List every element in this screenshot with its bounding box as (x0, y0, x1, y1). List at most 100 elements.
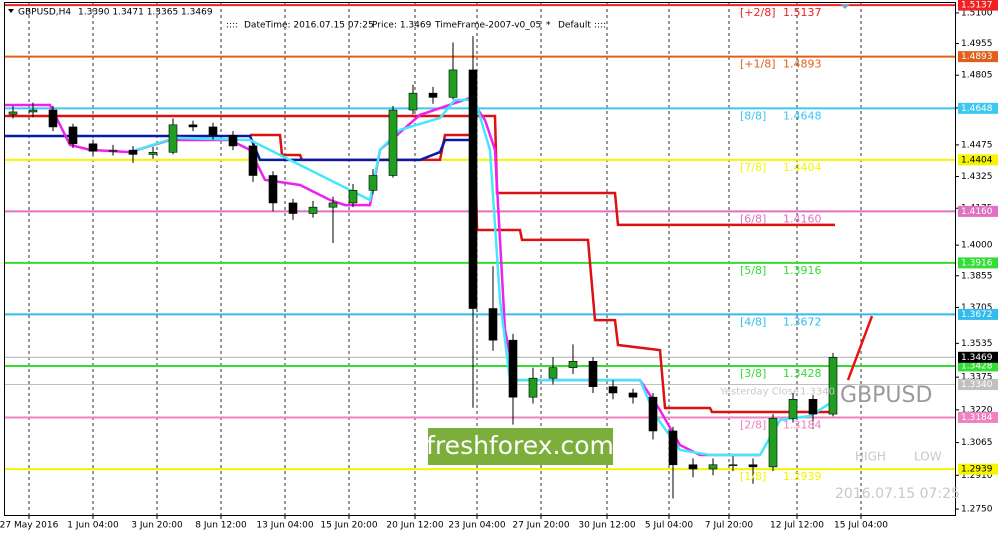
candle-body (788, 398, 798, 419)
candle-body (68, 126, 78, 145)
y-tick-label: 1.4955 (961, 39, 993, 49)
level-value: 1.3184 (783, 418, 822, 431)
indicator-line (5, 134, 470, 162)
y-tick-label: 1.3705 (961, 303, 993, 313)
yclose-badge (958, 379, 998, 391)
candle-body (148, 151, 158, 155)
axis-badge (958, 154, 998, 166)
y-tick-label: 1.4000 (961, 241, 993, 251)
level-value: 1.3672 (783, 315, 822, 328)
candle-body (428, 92, 438, 98)
x-tick-label: 30 Jun 12:00 (578, 521, 635, 531)
level-name: [1/8] (740, 470, 766, 483)
level-value: 1.5137 (783, 6, 822, 19)
candle-body (48, 109, 58, 128)
yclose-badge-label: 1.3340 (961, 380, 993, 390)
level-value: 1.3916 (783, 264, 822, 277)
level-value: 1.3428 (783, 367, 822, 380)
candle-body (548, 367, 558, 379)
watermark: GBPUSD (840, 383, 932, 408)
candle-body (728, 464, 738, 467)
candle-body (268, 175, 278, 204)
x-tick-label: 7 Jul 20:00 (705, 521, 754, 531)
axis-badge-label: 1.3428 (961, 361, 993, 371)
axis-badge-label: 1.4893 (961, 52, 993, 62)
candle-body (748, 464, 758, 468)
axis-badge (958, 257, 998, 269)
level-name: [5/8] (740, 264, 766, 277)
candle-body (468, 69, 478, 309)
x-tick-label: 15 Jun 20:00 (320, 521, 377, 531)
y-tick-label: 1.3065 (961, 438, 993, 448)
scroll-marker (840, 4, 850, 9)
indicator-line (129, 98, 836, 457)
y-tick-label: 1.2910 (961, 471, 993, 481)
indicator-line (5, 114, 835, 227)
axis-badge (958, 102, 998, 114)
candle-body (808, 398, 818, 415)
price-badge (958, 351, 998, 363)
logo: freshforex.com (426, 431, 614, 460)
axis-badge (958, 411, 998, 423)
indicator-line (250, 133, 835, 414)
candle-body (8, 111, 18, 115)
symbol: GBPUSD,H4 (18, 8, 71, 18)
timestamp: 2016.07.15 07:25 (835, 486, 960, 502)
x-tick-label: 15 Jul 04:00 (834, 521, 888, 531)
level-value: 1.4404 (783, 161, 822, 174)
candle-body (248, 145, 258, 176)
axis-badge-label: 1.5137 (961, 1, 993, 11)
y-tick-label: 1.3220 (961, 405, 993, 415)
info-star: * (546, 21, 551, 31)
axis-badge (958, 308, 998, 320)
levels-layer (5, 4, 955, 471)
candle-body (288, 202, 298, 214)
x-tick-label: 1 Jun 04:00 (67, 521, 119, 531)
yclose-value: 1.3340 (800, 387, 835, 398)
indicator-line (846, 315, 874, 381)
axis-badge (958, 463, 998, 475)
candle-body (128, 149, 138, 155)
logo-box (428, 428, 613, 465)
candle-body (668, 430, 678, 466)
axis-badge (958, 0, 998, 11)
level-name: [4/8] (740, 315, 766, 328)
x-tick-label: 20 Jun 12:00 (386, 521, 443, 531)
x-tick-label: 27 May 2016 (0, 521, 59, 531)
x-tick-label: 13 Jun 04:00 (256, 521, 313, 531)
candle-body (648, 396, 658, 432)
candle-body (448, 69, 458, 98)
candle-body (168, 124, 178, 153)
axis-badge (958, 360, 998, 372)
low-label: LOW (914, 450, 942, 464)
candle-body (708, 464, 718, 470)
candle-body (308, 206, 318, 214)
y-tick-label: 1.3535 (961, 339, 993, 349)
level-name: [2/8] (740, 418, 766, 431)
candle-body (348, 189, 358, 204)
axis-badge-label: 1.2939 (961, 465, 993, 475)
y-tick-label: 1.4475 (961, 140, 993, 150)
x-tick-label: 23 Jun 04:00 (448, 521, 505, 531)
candle-body (588, 360, 598, 387)
level-name: [8/8] (740, 109, 766, 122)
axis-badge-label: 1.4160 (961, 207, 993, 217)
candle-body (408, 92, 418, 111)
x-tick-label: 3 Jun 20:00 (131, 521, 183, 531)
candle-body (688, 464, 698, 470)
level-name: [+2/8] (740, 6, 776, 19)
info-price: Price: 1.3469 (372, 21, 432, 31)
dots: :::: (594, 21, 606, 31)
info-mode: Default (558, 21, 591, 31)
candle-body (108, 149, 118, 152)
axis-badge (958, 205, 998, 217)
candle-body (208, 126, 218, 136)
info-timeframe: TimeFrame-2007-v0_05 (434, 21, 541, 31)
y-tick-label: 1.4805 (961, 71, 993, 81)
axis-badge (958, 51, 998, 63)
menu-arrow (8, 9, 14, 13)
candle-body (88, 143, 98, 152)
y-tick-label: 1.3375 (961, 373, 993, 383)
